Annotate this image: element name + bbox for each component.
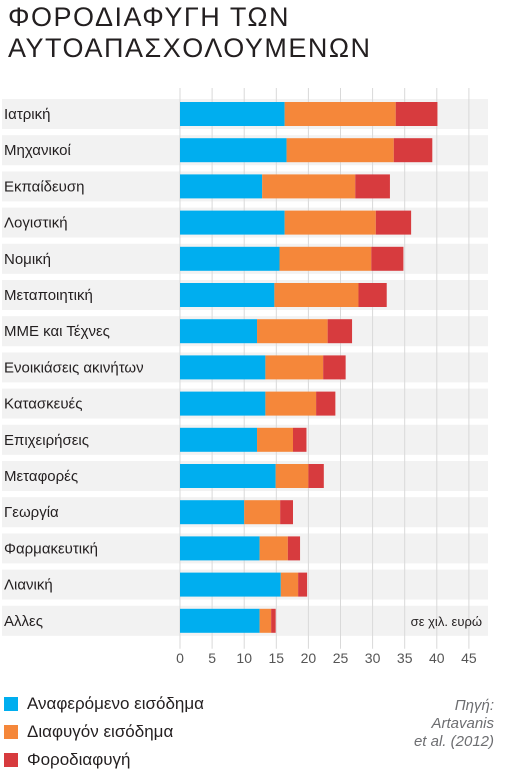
legend-label-evaded: Διαφυγόν εισόδημα <box>27 722 174 741</box>
bar-evaded <box>259 536 288 561</box>
bar-tax-evasion <box>287 536 301 561</box>
source-year: et al. (2012) <box>413 733 494 750</box>
legend-label-reported: Αναφερόμενο εισόδημα <box>27 694 204 713</box>
category-label: Γεωργία <box>4 504 59 521</box>
x-tick-label: 25 <box>333 650 349 666</box>
bar-reported <box>180 572 281 597</box>
bar-tax-evasion <box>371 246 404 271</box>
bar-reported <box>180 427 258 452</box>
bar-reported <box>180 283 275 307</box>
bar-tax-evasion <box>316 391 336 416</box>
bar-reported <box>180 102 285 126</box>
bar-reported <box>180 210 285 235</box>
source-heading: Πηγή: <box>454 697 494 714</box>
bar-tax-evasion <box>395 102 438 126</box>
bar-tax-evasion <box>323 355 346 380</box>
bar-evaded <box>259 608 272 633</box>
bar-reported <box>180 246 280 271</box>
title-line-1: ΦΟΡΟΔΙΑΦΥΓΗ ΤΩΝ <box>8 2 291 32</box>
bar-evaded <box>284 102 396 126</box>
bar-evaded <box>286 138 394 163</box>
legend-swatch-reported <box>4 697 18 711</box>
x-tick-label: 20 <box>301 650 317 666</box>
bar-reported <box>180 319 258 344</box>
bar-reported <box>180 464 276 488</box>
bar-tax-evasion <box>393 138 433 163</box>
category-label: Ενοικιάσεις ακινήτων <box>4 359 144 376</box>
bar-reported <box>180 608 260 633</box>
legend-item-reported: Αναφερόμενο εισόδημα <box>4 690 204 718</box>
category-label: Λιανική <box>4 577 53 594</box>
category-label: Επιχειρήσεις <box>4 432 89 449</box>
category-label: Μεταφορές <box>4 468 78 485</box>
legend-swatch-tax-evasion <box>4 753 18 767</box>
source-note: Πηγή: Artavanis et al. (2012) <box>414 697 494 751</box>
bar-evaded <box>280 572 299 597</box>
x-tick-label: 10 <box>236 650 252 666</box>
chart-title: ΦΟΡΟΔΙΑΦΥΓΗ ΤΩΝ ΑΥΤΟΑΠΑΣΧΟΛΟΥΜΕΝΩΝ <box>8 2 372 64</box>
bar-tax-evasion <box>280 500 293 525</box>
bar-reported <box>180 355 266 380</box>
bar-evaded <box>244 500 281 525</box>
bar-tax-evasion <box>375 210 412 235</box>
bar-reported <box>180 536 260 561</box>
bar-evaded <box>284 210 376 235</box>
category-label: ΜΜΕ και Τέχνες <box>4 323 110 340</box>
bar-reported <box>180 391 266 416</box>
legend-item-tax-evasion: Φοροδιαφυγή <box>4 746 204 774</box>
bar-tax-evasion <box>358 283 387 307</box>
x-tick-label: 15 <box>269 650 285 666</box>
title-line-2: ΑΥΤΟΑΠΑΣΧΟΛΟΥΜΕΝΩΝ <box>8 33 372 63</box>
category-label: Φαρμακευτική <box>4 540 98 557</box>
bar-evaded <box>275 464 309 488</box>
category-label: Νομική <box>4 251 51 268</box>
x-tick-label: 0 <box>176 650 184 666</box>
bar-reported <box>180 174 263 199</box>
category-label: Ιατρική <box>4 106 50 123</box>
bar-evaded <box>279 246 372 271</box>
unit-note: σε χιλ. ευρώ <box>411 614 482 629</box>
bar-evaded <box>257 427 293 452</box>
category-label: Λογιστική <box>4 215 68 232</box>
bar-evaded <box>265 355 324 380</box>
bar-tax-evasion <box>327 319 353 344</box>
bar-evaded <box>274 283 359 307</box>
bar-tax-evasion <box>355 174 390 199</box>
x-tick-label: 40 <box>429 650 445 666</box>
bar-reported <box>180 500 245 525</box>
category-label: Μηχανικοί <box>4 142 71 159</box>
legend-label-tax-evasion: Φοροδιαφυγή <box>27 750 131 769</box>
bar-evaded <box>265 391 317 416</box>
legend: Αναφερόμενο εισόδημα Διαφυγόν εισόδημα Φ… <box>4 690 204 774</box>
x-tick-label: 35 <box>397 650 413 666</box>
category-label: Αλλες <box>4 613 43 630</box>
bar-tax-evasion <box>298 572 308 597</box>
category-label: Μεταποιητική <box>4 287 93 304</box>
bar-evaded <box>262 174 356 199</box>
x-tick-label: 30 <box>365 650 381 666</box>
bar-tax-evasion <box>292 427 307 452</box>
x-tick-label: 5 <box>208 650 216 666</box>
category-label: Κατασκευές <box>4 396 82 413</box>
stacked-bar-chart: Ιατρική Μηχανικοί Εκπαίδευση Λογιστική Νομικ… <box>2 88 488 666</box>
category-label: Εκπαίδευση <box>4 178 85 195</box>
bar-tax-evasion <box>308 464 324 488</box>
x-tick-label: 45 <box>461 650 477 666</box>
source-authors: Artavanis <box>431 715 494 732</box>
bar-tax-evasion <box>271 608 276 633</box>
legend-swatch-evaded <box>4 725 18 739</box>
bar-evaded <box>257 319 328 344</box>
bar-reported <box>180 138 287 163</box>
legend-item-evaded: Διαφυγόν εισόδημα <box>4 718 204 746</box>
